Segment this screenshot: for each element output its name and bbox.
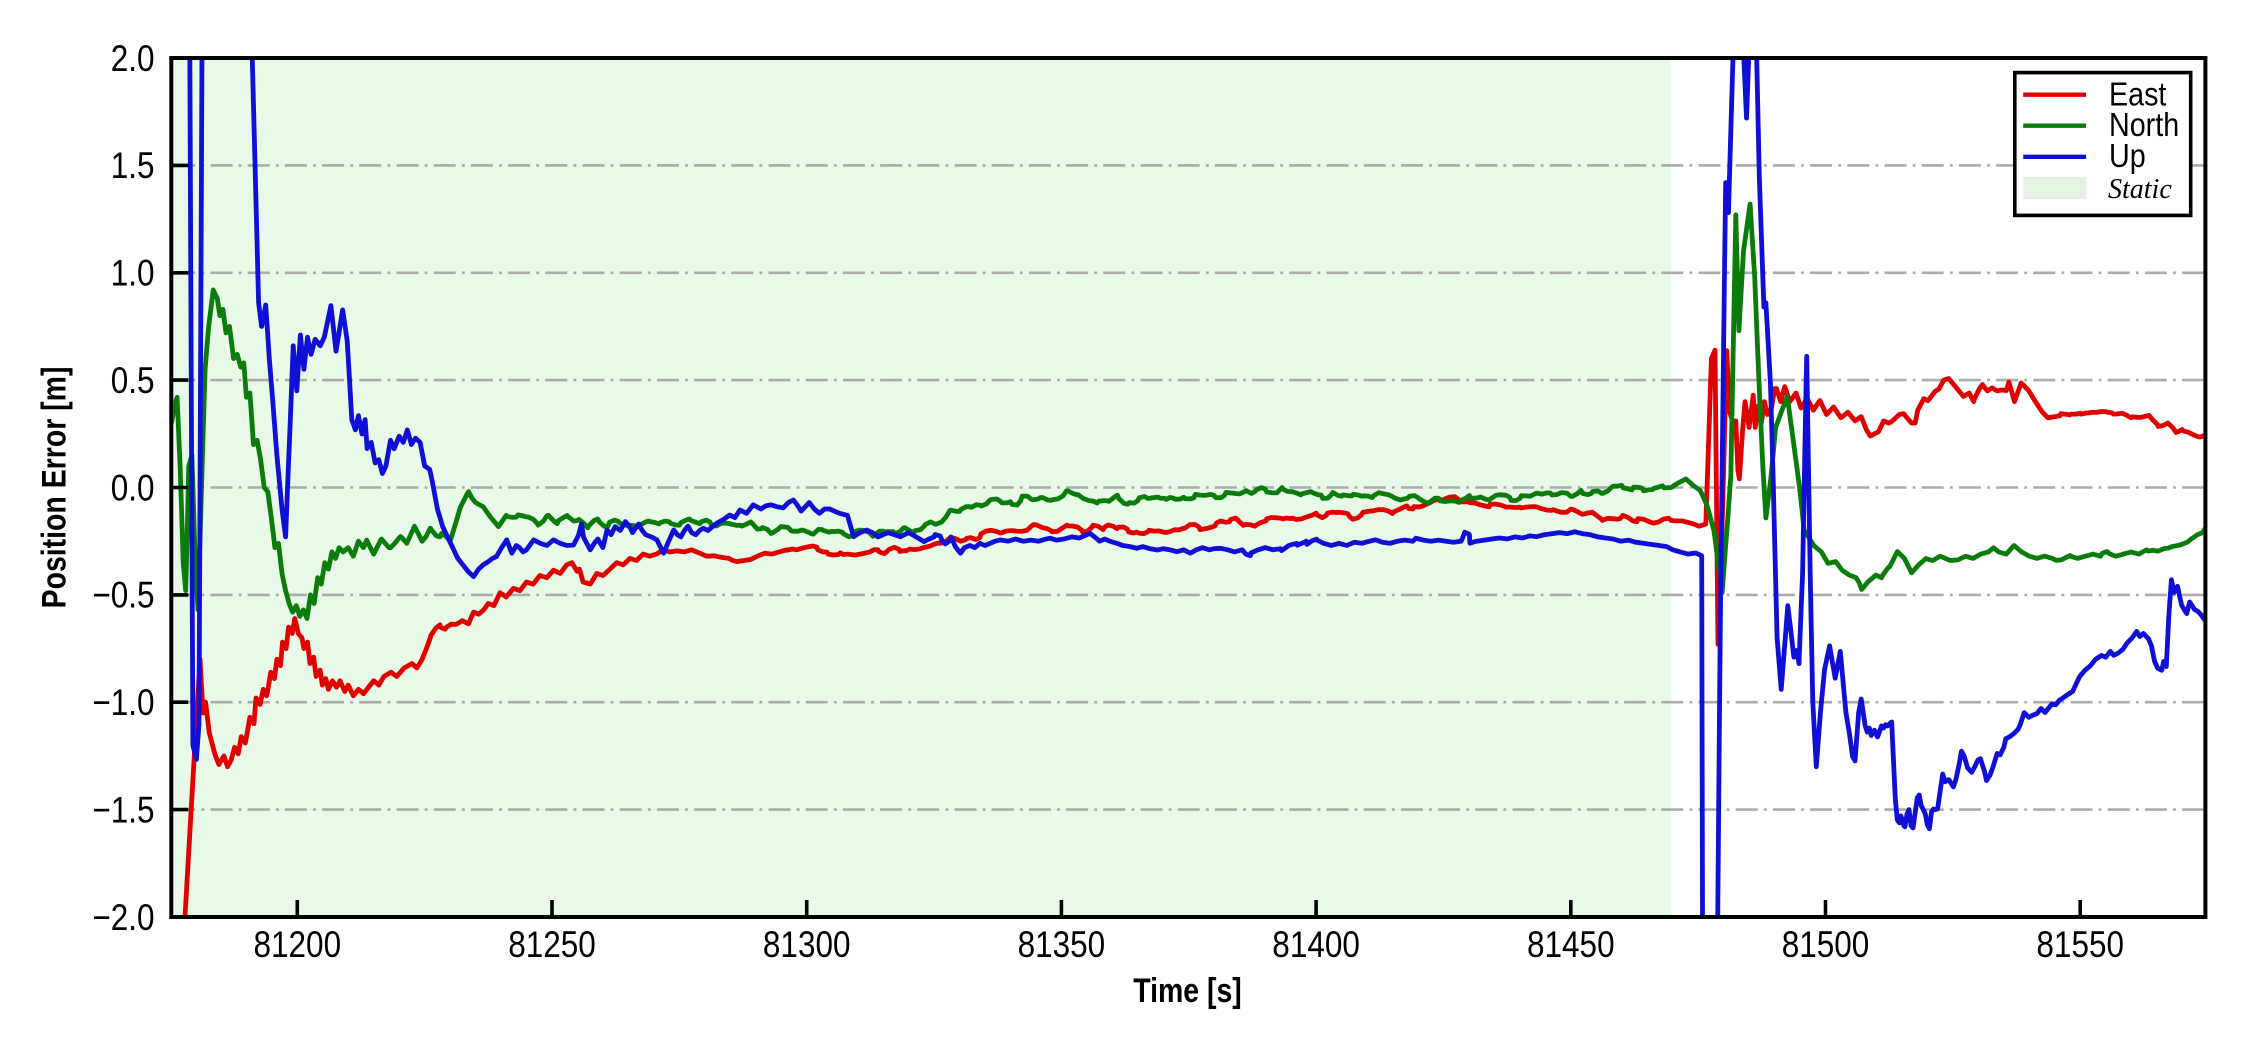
svg-text:Up: Up: [2109, 137, 2146, 174]
svg-text:Static: Static: [2108, 174, 2172, 205]
svg-text:North: North: [2109, 106, 2179, 143]
svg-text:−2.0: −2.0: [92, 897, 154, 938]
svg-text:−1.0: −1.0: [92, 683, 154, 724]
svg-text:2.0: 2.0: [111, 38, 155, 79]
svg-text:Position Error [m]: Position Error [m]: [34, 367, 73, 609]
svg-text:81250: 81250: [508, 924, 596, 965]
svg-text:81550: 81550: [2036, 924, 2124, 965]
svg-text:81450: 81450: [1527, 924, 1615, 965]
svg-text:81400: 81400: [1272, 924, 1360, 965]
svg-text:81300: 81300: [763, 924, 851, 965]
svg-text:81500: 81500: [1782, 924, 1870, 965]
svg-text:0.0: 0.0: [111, 468, 155, 509]
svg-text:−0.5: −0.5: [92, 575, 154, 616]
svg-text:1.5: 1.5: [111, 146, 155, 187]
svg-text:81200: 81200: [254, 924, 342, 965]
svg-text:81350: 81350: [1018, 924, 1106, 965]
svg-text:Time [s]: Time [s]: [1133, 971, 1242, 1010]
svg-text:1.0: 1.0: [111, 253, 155, 294]
svg-text:East: East: [2109, 76, 2167, 113]
svg-text:0.5: 0.5: [111, 360, 155, 401]
svg-text:−1.5: −1.5: [92, 790, 154, 831]
